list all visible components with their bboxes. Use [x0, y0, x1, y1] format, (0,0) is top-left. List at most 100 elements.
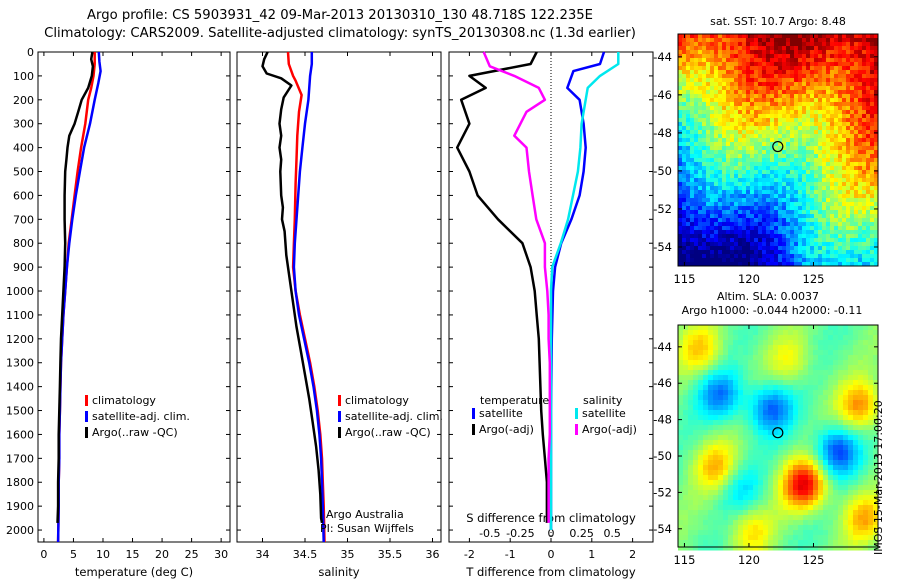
map-cell — [762, 50, 767, 55]
map-cell — [833, 530, 839, 536]
map-cell — [838, 360, 844, 366]
map-cell — [814, 138, 819, 143]
map-cell — [810, 226, 815, 231]
map-cell — [826, 246, 831, 251]
map-cell — [746, 98, 751, 103]
map-cell — [762, 182, 767, 187]
map-cell — [706, 230, 711, 235]
map-cell — [706, 174, 711, 179]
map-cell — [794, 102, 799, 107]
map-cell — [868, 340, 874, 346]
map-cell — [773, 470, 779, 476]
map-cell — [743, 330, 749, 336]
map-cell — [870, 54, 875, 59]
map-cell — [702, 158, 707, 163]
map-cell — [818, 150, 823, 155]
map-cell — [753, 500, 759, 506]
map-cell — [788, 375, 794, 381]
map-cell — [803, 505, 809, 511]
map-cell — [874, 130, 879, 135]
map-cell — [710, 94, 715, 99]
map-cell — [770, 258, 775, 263]
map-cell — [843, 440, 849, 446]
map-cell — [682, 122, 687, 127]
map-cell — [822, 258, 827, 263]
map-cell — [766, 42, 771, 47]
map-cell — [722, 106, 727, 111]
map-cell — [826, 94, 831, 99]
map-cell — [873, 385, 879, 391]
map-cell — [866, 178, 871, 183]
map-cell — [762, 254, 767, 259]
map-cell — [798, 218, 803, 223]
map-cell — [686, 226, 691, 231]
map-cell — [786, 118, 791, 123]
map-cell — [782, 62, 787, 67]
s-tick-label: 0 — [548, 527, 555, 540]
map-cell — [802, 174, 807, 179]
map-cell — [688, 460, 694, 466]
map-cell — [706, 238, 711, 243]
map-cell — [773, 360, 779, 366]
map-cell — [798, 385, 804, 391]
map-cell — [738, 94, 743, 99]
map-cell — [708, 405, 714, 411]
map-cell — [758, 495, 764, 501]
map-cell — [698, 262, 703, 267]
map-cell — [870, 238, 875, 243]
map-cell — [798, 242, 803, 247]
map-cell — [788, 475, 794, 481]
map-cell — [810, 130, 815, 135]
map-cell — [706, 206, 711, 211]
map-cell — [728, 495, 734, 501]
map-cell — [848, 395, 854, 401]
map-cell — [748, 430, 754, 436]
map-cell — [748, 515, 754, 521]
map-cell — [873, 435, 879, 441]
map-cell — [823, 445, 829, 451]
map-cell — [823, 400, 829, 406]
map-cell — [850, 126, 855, 131]
map-cell — [794, 54, 799, 59]
map-cell — [814, 262, 819, 267]
map-cell — [750, 234, 755, 239]
map-cell — [722, 162, 727, 167]
map-cell — [738, 375, 744, 381]
map-cell — [774, 206, 779, 211]
map-cell — [706, 70, 711, 75]
map-cell — [748, 525, 754, 531]
map-cell — [806, 58, 811, 63]
map-cell — [718, 385, 724, 391]
map-cell — [813, 535, 819, 541]
map-cell — [813, 480, 819, 486]
map-cell — [853, 460, 859, 466]
map-cell — [733, 460, 739, 466]
map-cell — [874, 90, 879, 95]
map-cell — [770, 190, 775, 195]
map-cell — [734, 82, 739, 87]
map-cell — [733, 340, 739, 346]
map-cell — [686, 238, 691, 243]
map-cell — [748, 365, 754, 371]
map-cell — [778, 214, 783, 219]
map-cell — [682, 182, 687, 187]
map-cell — [858, 122, 863, 127]
map-cell — [790, 246, 795, 251]
map-cell — [753, 375, 759, 381]
map-cell — [690, 82, 695, 87]
y-tick-label: 900 — [13, 261, 34, 274]
map-cell — [863, 480, 869, 486]
map-cell — [826, 166, 831, 171]
map-cell — [830, 134, 835, 139]
map-cell — [778, 242, 783, 247]
map-cell — [713, 495, 719, 501]
map-cell — [698, 475, 704, 481]
map-cell — [786, 34, 791, 39]
map-cell — [810, 166, 815, 171]
map-cell — [738, 445, 744, 451]
map-cell — [722, 58, 727, 63]
map-cell — [682, 74, 687, 79]
map-cell — [823, 475, 829, 481]
map-cell — [842, 186, 847, 191]
map-cell — [848, 370, 854, 376]
